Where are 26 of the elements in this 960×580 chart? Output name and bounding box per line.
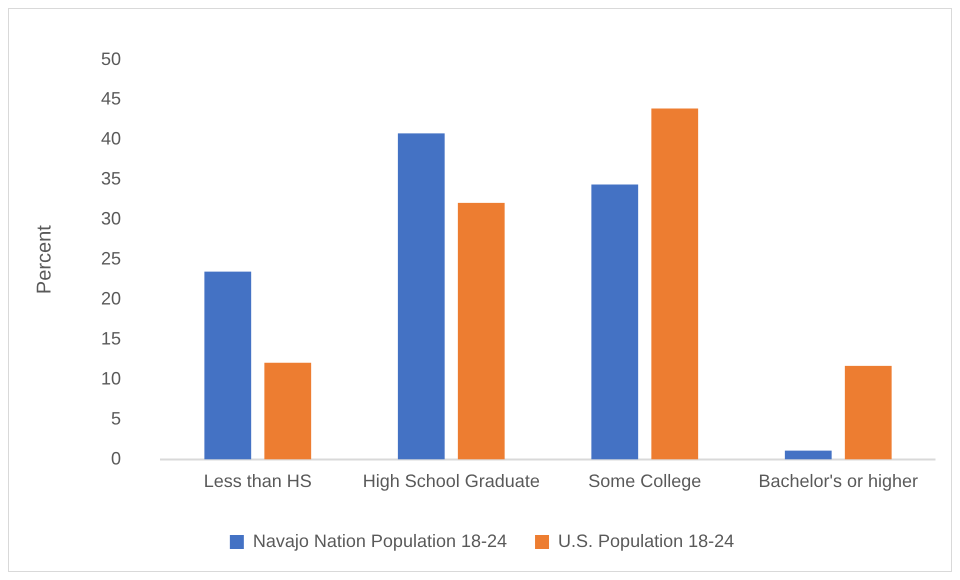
y-tick-label: 45 xyxy=(100,88,122,109)
bar xyxy=(204,272,252,460)
bar xyxy=(651,108,698,460)
y-axis-title: Percent xyxy=(34,224,56,294)
y-tick-label: 0 xyxy=(111,448,122,468)
bar xyxy=(264,362,312,460)
y-tick-label: 30 xyxy=(100,208,122,229)
y-tick-label: 35 xyxy=(100,168,122,189)
y-tick-label: 50 xyxy=(100,48,122,69)
y-tick-label: 20 xyxy=(100,288,122,309)
bar xyxy=(784,450,832,460)
y-tick-label: 10 xyxy=(100,368,122,388)
y-tick-label: 25 xyxy=(100,248,122,269)
bar xyxy=(591,184,638,460)
bar xyxy=(398,133,445,460)
x-tick-label: High School Graduate xyxy=(362,471,540,492)
y-tick-label: 5 xyxy=(111,408,122,428)
x-tick-label: Some College xyxy=(588,471,702,492)
x-tick-label: Less than HS xyxy=(204,471,312,492)
legend-label: Navajo Nation Population 18-24 xyxy=(252,530,508,551)
bar xyxy=(458,202,505,460)
legend-label: U.S. Population 18-24 xyxy=(558,530,734,551)
x-tick-label: Bachelor's or higher xyxy=(758,471,918,492)
y-tick-label: 40 xyxy=(100,128,122,149)
y-tick-label: 15 xyxy=(100,328,122,348)
bar xyxy=(844,366,892,460)
